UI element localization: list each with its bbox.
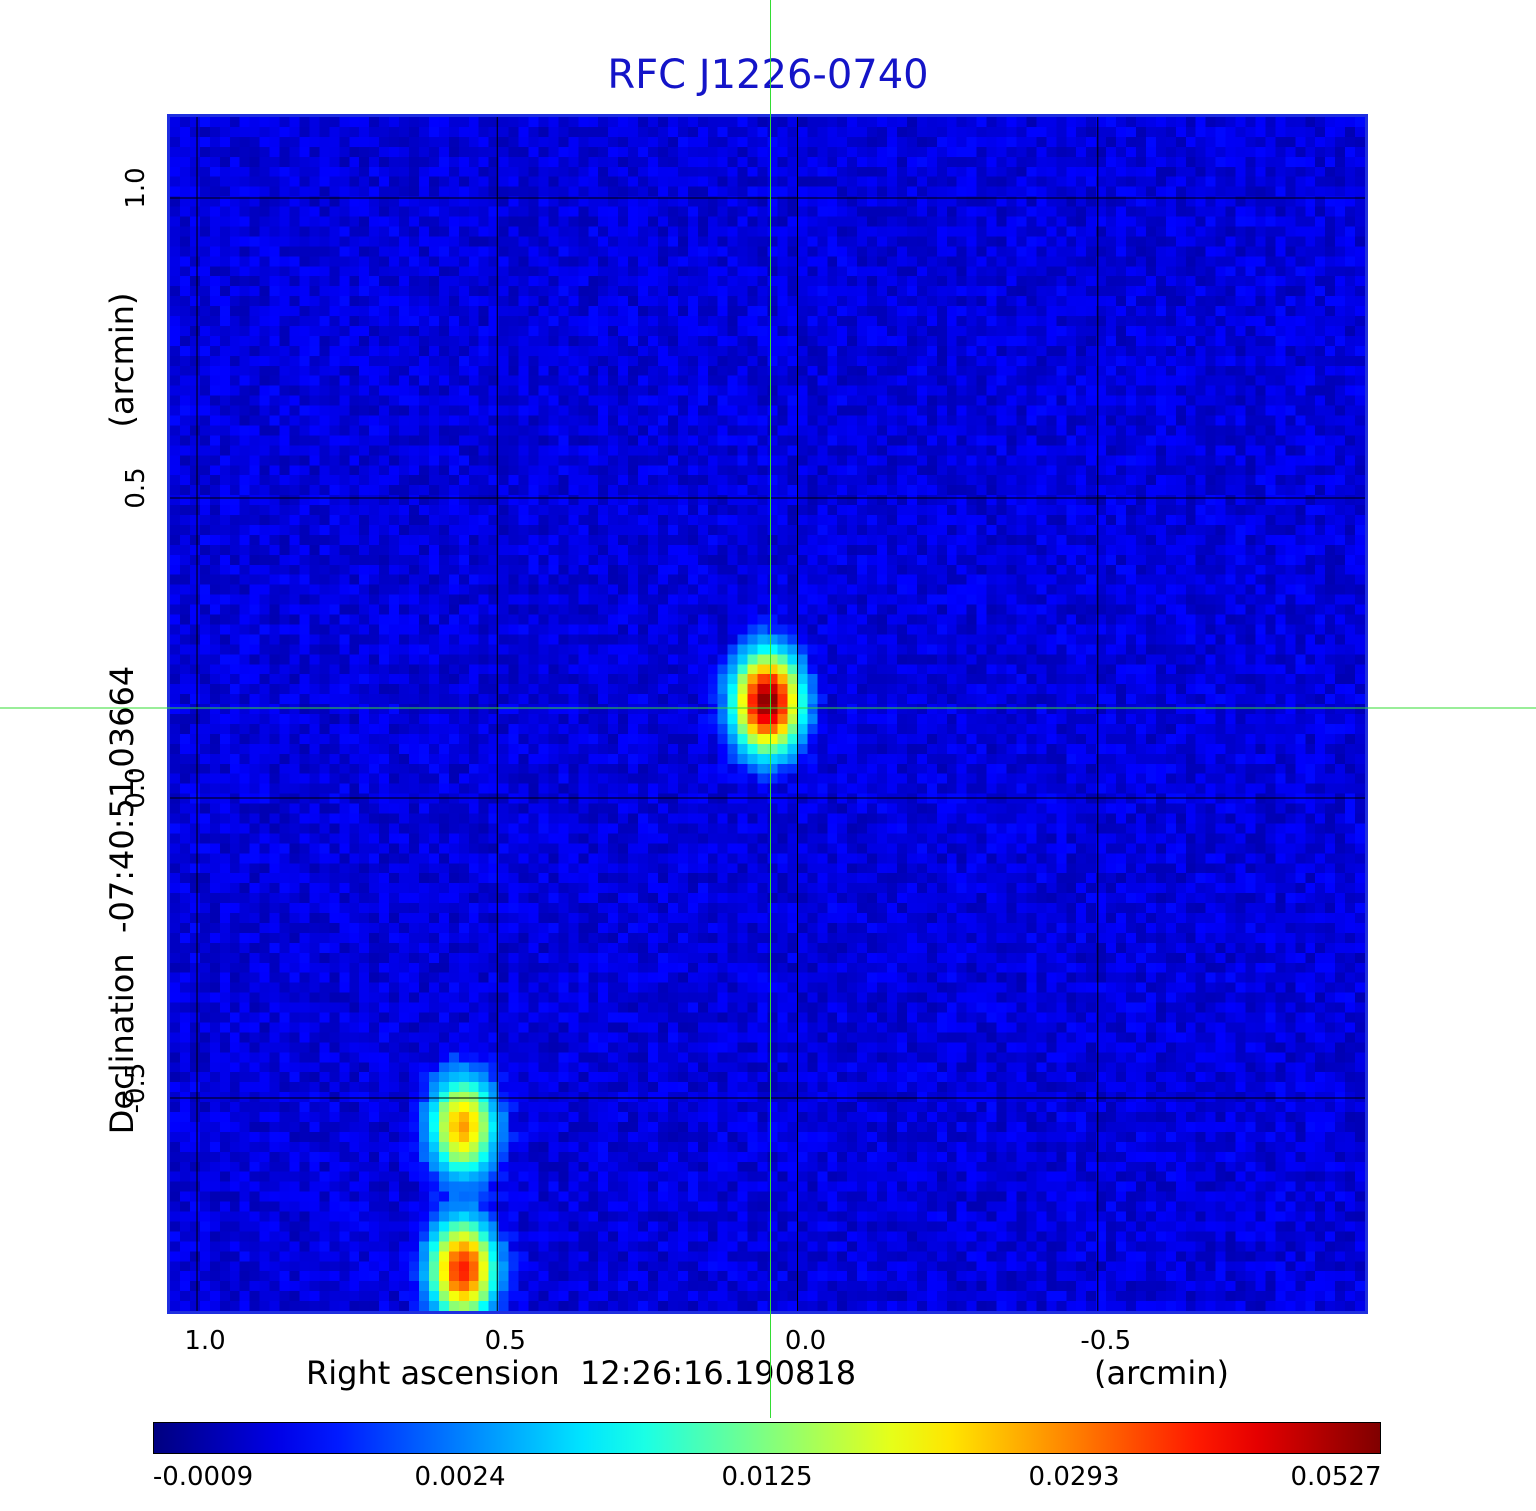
chart-title: RFC J1226-0740: [607, 52, 929, 98]
grid-lines: [170, 117, 1365, 1311]
y-axis-label: Declination -07:40:51.03664: [103, 665, 141, 1135]
x-tick-label: 0.5: [484, 1326, 526, 1356]
colorbar-tick-label: 0.0024: [414, 1462, 506, 1492]
x-axis-unit: (arcmin): [1094, 1354, 1229, 1392]
colorbar: [153, 1422, 1381, 1454]
image-plot-area[interactable]: [167, 114, 1368, 1314]
colorbar-tick-label: 0.0293: [1028, 1462, 1120, 1492]
radio-image-heatmap: [170, 117, 1365, 1311]
colorbar-tick-label: -0.0009: [152, 1462, 254, 1492]
x-tick-label: 1.0: [184, 1326, 226, 1356]
y-axis-unit: (arcmin): [103, 292, 141, 428]
y-tick-label: 0.5: [121, 467, 151, 509]
x-tick-label: -0.5: [1080, 1326, 1132, 1356]
colorbar-tick-label: 0.0125: [721, 1462, 813, 1492]
x-axis-label: Right ascension 12:26:16.190818: [306, 1354, 857, 1392]
colorbar-tick-label: 0.0527: [1290, 1462, 1382, 1492]
x-tick-label: 0.0: [784, 1326, 827, 1356]
y-tick-label: 1.0: [121, 167, 151, 209]
